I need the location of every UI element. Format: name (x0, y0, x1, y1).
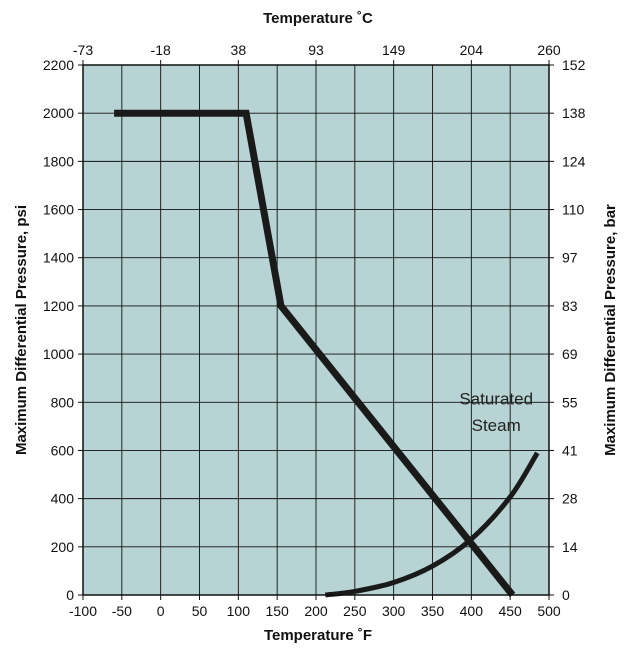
right-tick-label: 138 (562, 105, 586, 121)
annotation-label: Steam (472, 416, 521, 435)
x-axis-bottom-title: Temperature ˚F (264, 627, 372, 644)
x-tick-label: 500 (537, 603, 561, 619)
x-axis-top-title: Temperature ˚C (263, 10, 373, 27)
annotation-label: Saturated (459, 390, 533, 409)
right-tick-label: 83 (562, 298, 578, 314)
right-tick-label: 69 (562, 346, 578, 362)
right-tick-label: 97 (562, 250, 578, 266)
x-tick-label: 150 (265, 603, 289, 619)
y-tick-label: 1200 (43, 298, 74, 314)
x-tick-label: 0 (157, 603, 165, 619)
top-tick-label: 93 (308, 42, 324, 58)
y-tick-label: 0 (66, 587, 74, 603)
top-tick-label: 149 (382, 42, 406, 58)
right-tick-label: 55 (562, 394, 578, 410)
top-tick-label: -73 (73, 42, 93, 58)
y-tick-label: 1400 (43, 250, 74, 266)
x-tick-label: 300 (382, 603, 406, 619)
top-tick-label: 38 (231, 42, 247, 58)
y-tick-label: 1600 (43, 202, 74, 218)
y-tick-label: 1800 (43, 153, 74, 169)
x-tick-label: 400 (460, 603, 484, 619)
x-tick-label: 100 (227, 603, 251, 619)
saturated-steam-curve (324, 451, 540, 598)
tick-labels: -100 -50 0 50 100 150 200 250 300 350 400 450 500020… (43, 42, 586, 619)
annotations: Saturated Steam (459, 390, 533, 436)
x-tick-label: 350 (421, 603, 445, 619)
y-tick-label: 1000 (43, 346, 74, 362)
x-tick-label: -100 (69, 603, 97, 619)
top-tick-label: 260 (537, 42, 561, 58)
right-tick-label: 0 (562, 587, 570, 603)
right-tick-label: 28 (562, 491, 578, 507)
right-tick-label: 14 (562, 539, 578, 555)
x-tick-label: 50 (192, 603, 208, 619)
x-tick-label: 450 (498, 603, 522, 619)
right-tick-label: 152 (562, 57, 586, 73)
y-axis-left-title: Maximum Differential Pressure, psi (13, 205, 30, 455)
y-tick-label: 2000 (43, 105, 74, 121)
right-tick-label: 110 (562, 202, 585, 218)
y-tick-label: 2200 (43, 57, 74, 73)
max-pressure-line (114, 109, 516, 598)
top-tick-label: 204 (460, 42, 484, 58)
x-tick-label: 200 (304, 603, 328, 619)
y-tick-label: 800 (51, 394, 75, 410)
y-tick-label: 600 (51, 442, 75, 458)
top-tick-label: -18 (151, 42, 171, 58)
x-tick-label: 250 (343, 603, 367, 619)
right-tick-label: 41 (562, 442, 578, 458)
series-lines (114, 109, 540, 598)
x-tick-label: -50 (112, 603, 132, 619)
y-tick-label: 200 (51, 539, 75, 555)
grid-lines (82, 64, 550, 596)
y-axis-right-title: Maximum Differential Pressure, bar (602, 204, 619, 456)
right-tick-label: 124 (562, 153, 586, 169)
y-tick-label: 400 (51, 491, 75, 507)
